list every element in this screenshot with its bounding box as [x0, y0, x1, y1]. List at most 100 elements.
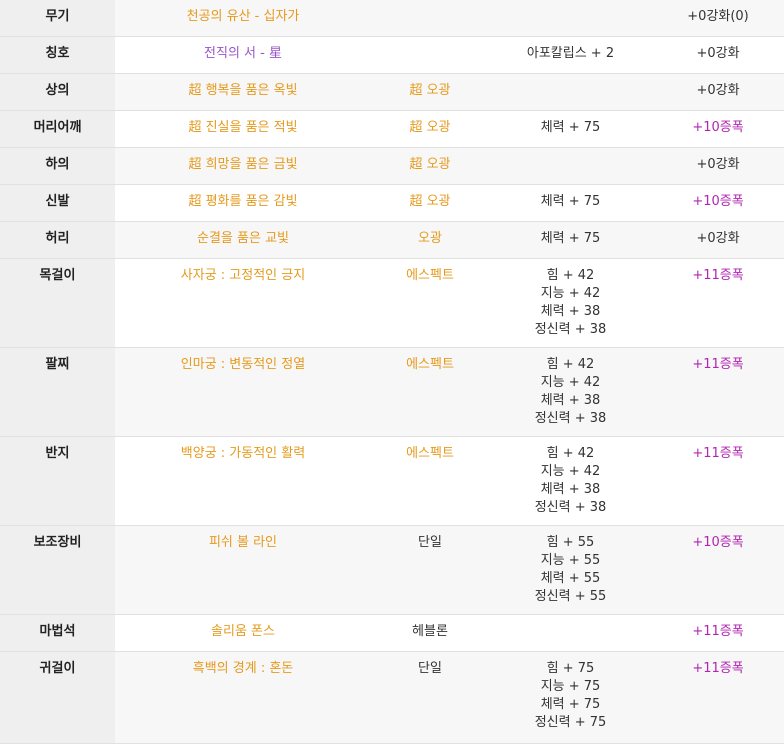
- stat-list: [489, 0, 652, 37]
- enhancement-grade: +11증폭: [652, 347, 784, 437]
- stat-line: 체력 + 38: [540, 303, 601, 319]
- stat-line: 정신력 + 38: [534, 410, 607, 426]
- set-name: 에스펙트: [371, 258, 489, 348]
- item-name[interactable]: 솔리움 폰스: [115, 614, 371, 652]
- set-name: 에스펙트: [371, 347, 489, 437]
- table-row: 보조장비 피쉬 볼 라인 단일 힘 + 55 지능 + 55 체력 + 55 정신력 + 5…: [0, 525, 784, 615]
- stat-line: 지능 + 42: [540, 374, 601, 390]
- stat-list: 힘 + 42 지능 + 42 체력 + 38 정신력 + 38: [489, 258, 652, 348]
- table-row: 하의 超 희망을 품은 금빛 超 오광 +0강화: [0, 147, 784, 185]
- set-name: 超 오광: [371, 147, 489, 185]
- item-name[interactable]: 사자궁 : 고정적인 긍지: [115, 258, 371, 348]
- table-row: 무기 천공의 유산 - 십자가 +0강화(0): [0, 0, 784, 37]
- stat-line: 힘 + 42: [546, 356, 595, 372]
- slot-label: 보조장비: [0, 525, 115, 615]
- set-name: 단일: [371, 525, 489, 615]
- slot-label: 하의: [0, 147, 115, 185]
- stat-list: 체력 + 75: [489, 221, 652, 259]
- stat-list: 체력 + 75: [489, 110, 652, 148]
- item-name[interactable]: 피쉬 볼 라인: [115, 525, 371, 615]
- stat-line: 정신력 + 38: [534, 499, 607, 515]
- item-name[interactable]: 超 희망을 품은 금빛: [115, 147, 371, 185]
- enhancement-grade: +0강화(0): [652, 0, 784, 37]
- stat-list: [489, 147, 652, 185]
- stat-list: 힘 + 55 지능 + 55 체력 + 55 정신력 + 55: [489, 525, 652, 615]
- item-name[interactable]: 흑백의 경계 : 혼돈: [115, 651, 371, 744]
- stat-line: 체력 + 55: [540, 570, 601, 586]
- enhancement-grade: +0강화: [652, 73, 784, 111]
- enhancement-grade: +0강화: [652, 147, 784, 185]
- item-name[interactable]: 超 평화를 품은 감빛: [115, 184, 371, 222]
- table-row: 목걸이 사자궁 : 고정적인 긍지 에스펙트 힘 + 42 지능 + 42 체력 + 38…: [0, 258, 784, 348]
- stat-line: 체력 + 75: [540, 193, 601, 209]
- enhancement-grade: +11증폭: [652, 651, 784, 744]
- set-name: 超 오광: [371, 110, 489, 148]
- slot-label: 무기: [0, 0, 115, 37]
- stat-line: 체력 + 75: [540, 696, 601, 712]
- stat-line: 아포칼립스 + 2: [526, 45, 615, 61]
- enhancement-grade: +11증폭: [652, 436, 784, 526]
- stat-line: 힘 + 75: [546, 660, 595, 676]
- set-name: 헤블론: [371, 614, 489, 652]
- slot-label: 반지: [0, 436, 115, 526]
- table-row: 신발 超 평화를 품은 감빛 超 오광 체력 + 75 +10증폭: [0, 184, 784, 222]
- table-row: 마법석 솔리움 폰스 헤블론 +11증폭: [0, 614, 784, 652]
- table-row: 허리 순결을 품은 교빛 오광 체력 + 75 +0강화: [0, 221, 784, 259]
- item-name[interactable]: 천공의 유산 - 십자가: [115, 0, 371, 37]
- table-row: 반지 백양궁 : 가동적인 활력 에스펙트 힘 + 42 지능 + 42 체력 + 38 정…: [0, 436, 784, 526]
- enhancement-grade: +10증폭: [652, 525, 784, 615]
- item-name[interactable]: 전직의 서 - 星: [115, 36, 371, 74]
- stat-line: 지능 + 55: [540, 552, 601, 568]
- slot-label: 신발: [0, 184, 115, 222]
- table-row: 머리어깨 超 진실을 품은 적빛 超 오광 체력 + 75 +10증폭: [0, 110, 784, 148]
- table-row: 귀걸이 흑백의 경계 : 혼돈 단일 힘 + 75 지능 + 75 체력 + 75 정신력 …: [0, 651, 784, 744]
- set-name: 오광: [371, 221, 489, 259]
- table-row: 칭호 전직의 서 - 星 아포칼립스 + 2 +0강화: [0, 36, 784, 74]
- item-name[interactable]: 超 행복을 품은 옥빛: [115, 73, 371, 111]
- stat-list: 힘 + 42 지능 + 42 체력 + 38 정신력 + 38: [489, 436, 652, 526]
- stat-line: 힘 + 55: [546, 534, 595, 550]
- item-name[interactable]: 백양궁 : 가동적인 활력: [115, 436, 371, 526]
- stat-line: 힘 + 42: [546, 267, 595, 283]
- slot-label: 상의: [0, 73, 115, 111]
- set-name: 超 오광: [371, 73, 489, 111]
- enhancement-grade: +0강화: [652, 221, 784, 259]
- set-name: [371, 0, 489, 37]
- enhancement-grade: +10증폭: [652, 110, 784, 148]
- stat-line: 체력 + 75: [540, 119, 601, 135]
- slot-label: 머리어깨: [0, 110, 115, 148]
- slot-label: 칭호: [0, 36, 115, 74]
- stat-line: 힘 + 42: [546, 445, 595, 461]
- stat-list: [489, 73, 652, 111]
- set-name: [371, 36, 489, 74]
- stat-list: 아포칼립스 + 2: [489, 36, 652, 74]
- enhancement-grade: +0강화: [652, 36, 784, 74]
- item-name[interactable]: 超 진실을 품은 적빛: [115, 110, 371, 148]
- stat-list: 힘 + 42 지능 + 42 체력 + 38 정신력 + 38: [489, 347, 652, 437]
- slot-label: 목걸이: [0, 258, 115, 348]
- stat-line: 지능 + 42: [540, 463, 601, 479]
- set-name: 에스펙트: [371, 436, 489, 526]
- enhancement-grade: +10증폭: [652, 184, 784, 222]
- slot-label: 귀걸이: [0, 651, 115, 744]
- slot-label: 마법석: [0, 614, 115, 652]
- item-name[interactable]: 인마궁 : 변동적인 정열: [115, 347, 371, 437]
- slot-label: 팔찌: [0, 347, 115, 437]
- slot-label: 허리: [0, 221, 115, 259]
- stat-line: 정신력 + 38: [534, 321, 607, 337]
- table-row: 상의 超 행복을 품은 옥빛 超 오광 +0강화: [0, 73, 784, 111]
- enhancement-grade: +11증폭: [652, 258, 784, 348]
- stat-line: 체력 + 75: [540, 230, 601, 246]
- stat-line: 정신력 + 75: [534, 714, 607, 730]
- stat-line: 지능 + 42: [540, 285, 601, 301]
- stat-list: [489, 614, 652, 652]
- stat-line: 지능 + 75: [540, 678, 601, 694]
- stat-list: 힘 + 75 지능 + 75 체력 + 75 정신력 + 75: [489, 651, 652, 744]
- item-name[interactable]: 순결을 품은 교빛: [115, 221, 371, 259]
- table-row: 팔찌 인마궁 : 변동적인 정열 에스펙트 힘 + 42 지능 + 42 체력 + 38 정…: [0, 347, 784, 437]
- set-name: 超 오광: [371, 184, 489, 222]
- stat-line: 정신력 + 55: [534, 588, 607, 604]
- stat-list: 체력 + 75: [489, 184, 652, 222]
